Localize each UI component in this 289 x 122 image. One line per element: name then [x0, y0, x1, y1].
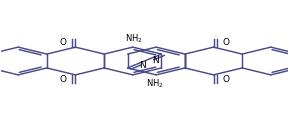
Text: N: N: [140, 61, 146, 70]
Text: O: O: [59, 38, 66, 47]
Text: O: O: [59, 75, 66, 84]
Text: NH$_2$: NH$_2$: [125, 32, 143, 45]
Text: O: O: [223, 75, 230, 84]
Text: O: O: [223, 38, 230, 47]
Text: N: N: [152, 56, 158, 65]
Text: NH$_2$: NH$_2$: [146, 77, 164, 90]
